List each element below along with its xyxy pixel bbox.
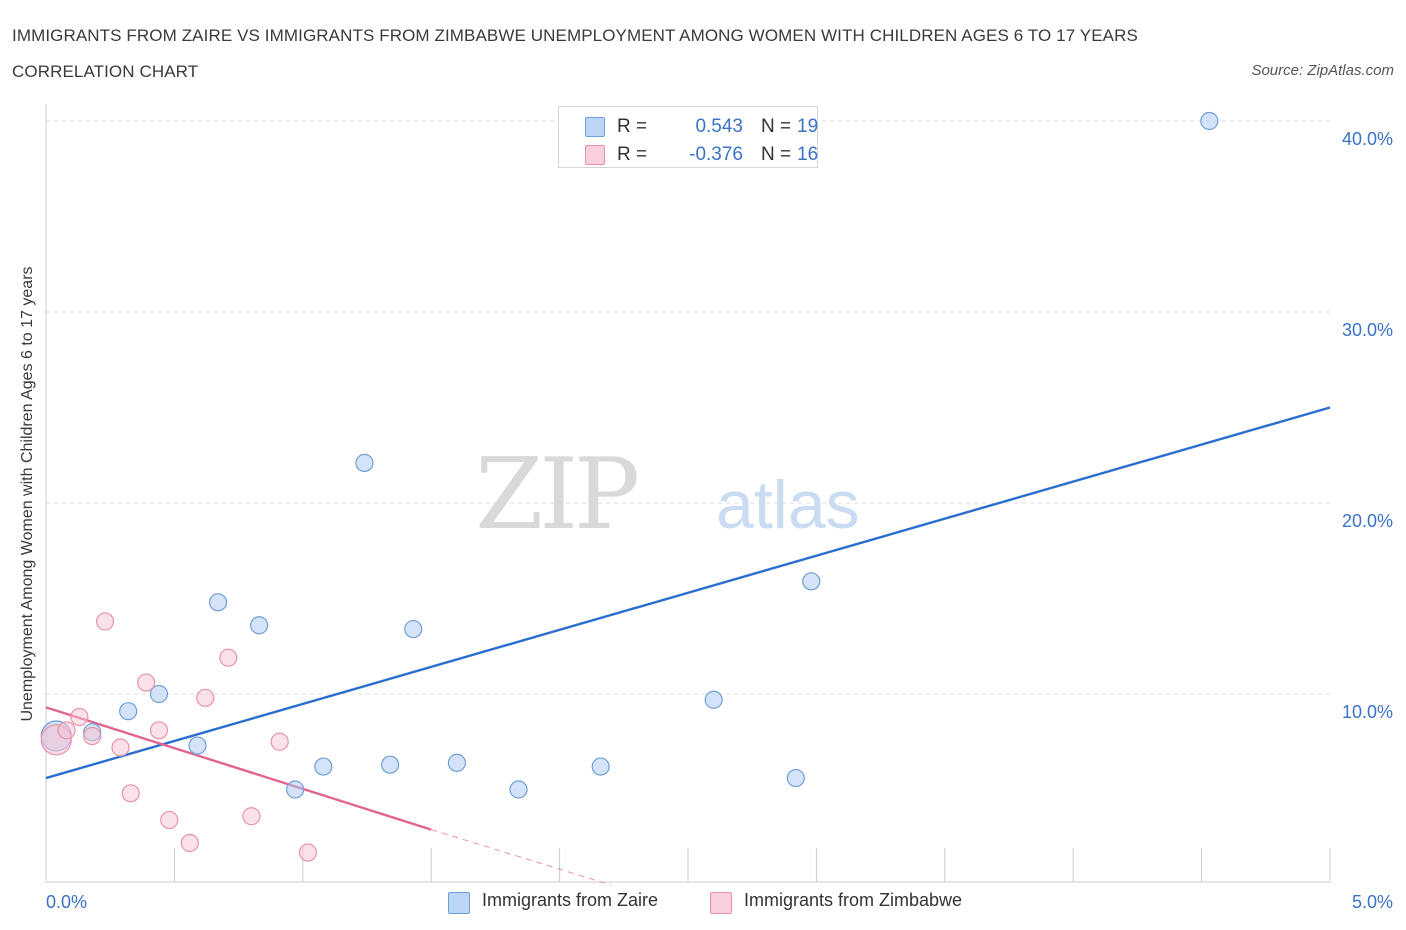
zimbabwe-point (57, 721, 76, 740)
n-value: 16 (797, 144, 819, 165)
zaire-legend-label: Immigrants from Zaire (482, 890, 659, 910)
zimbabwe-trend-extension (431, 829, 612, 886)
x-tick-label: 0.0% (46, 892, 87, 912)
watermark-zip: ZIP (475, 438, 637, 552)
zimbabwe-point (270, 732, 289, 751)
correlation-legend: R = 0.543 N = 19 R = -0.376 N = 16 (558, 106, 818, 168)
source-label: Source: ZipAtlas.com (1251, 62, 1394, 79)
zimbabwe-point (196, 688, 215, 707)
zimbabwe-point (180, 833, 199, 853)
zaire-point (591, 757, 610, 776)
zimbabwe-trend-line (45, 706, 432, 831)
zimbabwe-point (95, 612, 115, 631)
trend-lines (45, 406, 1331, 886)
zaire-swatch (585, 117, 605, 137)
r-label: R = (617, 116, 648, 137)
y-tick-label: 30.0% (1342, 320, 1393, 340)
zaire-point (250, 616, 269, 635)
watermark: ZIP atlas (475, 438, 859, 552)
zaire-point (509, 780, 528, 799)
zimbabwe-point (160, 810, 179, 830)
zaire-trend-line (45, 406, 1331, 780)
zaire-point (314, 757, 333, 776)
zaire-point (447, 753, 466, 772)
tick-labels: 10.0% 20.0% 30.0% 40.0% 0.0% 5.0% (46, 129, 1393, 912)
zimbabwe-legend-swatch (710, 892, 732, 914)
zimbabwe-point (121, 784, 140, 803)
r-value: 0.543 (695, 116, 743, 137)
axes (45, 104, 1331, 883)
grid-lines (46, 120, 1330, 695)
n-label: N = (761, 116, 792, 137)
zaire-point (381, 755, 400, 774)
zimbabwe-point (298, 843, 318, 862)
zimbabwe-point (242, 807, 261, 826)
zimbabwe-point (111, 738, 130, 757)
x-tick-label: 5.0% (1352, 892, 1393, 912)
n-label: N = (761, 144, 792, 165)
zaire-point (786, 768, 805, 788)
r-label: R = (617, 144, 648, 165)
zaire-point (149, 684, 169, 704)
zaire-point (1200, 111, 1219, 131)
zimbabwe-point (149, 721, 169, 740)
y-tick-label: 40.0% (1342, 129, 1393, 149)
zaire-point (404, 619, 423, 639)
n-value: 19 (797, 116, 819, 137)
watermark-atlas: atlas (716, 467, 860, 543)
zimbabwe-point (219, 648, 238, 667)
zaire-point (208, 593, 228, 612)
zaire-point (355, 453, 374, 472)
zaire-point (802, 572, 821, 591)
y-tick-label: 20.0% (1342, 511, 1393, 531)
zaire-point (188, 736, 207, 755)
zaire-point (285, 780, 305, 799)
r-value: -0.376 (689, 144, 743, 165)
zaire-point (119, 702, 138, 721)
zimbabwe-point (137, 673, 156, 692)
zaire-legend-swatch (448, 892, 470, 914)
zimbabwe-swatch (585, 145, 605, 165)
zimbabwe-point (70, 707, 89, 727)
zimbabwe-point (83, 726, 102, 746)
zimbabwe-legend-label: Immigrants from Zimbabwe (744, 890, 963, 910)
chart-title: IMMIGRANTS FROM ZAIRE VS IMMIGRANTS FROM… (12, 26, 1138, 81)
data-points (40, 111, 1219, 862)
y-tick-label: 10.0% (1342, 702, 1393, 722)
zaire-point (704, 690, 723, 709)
